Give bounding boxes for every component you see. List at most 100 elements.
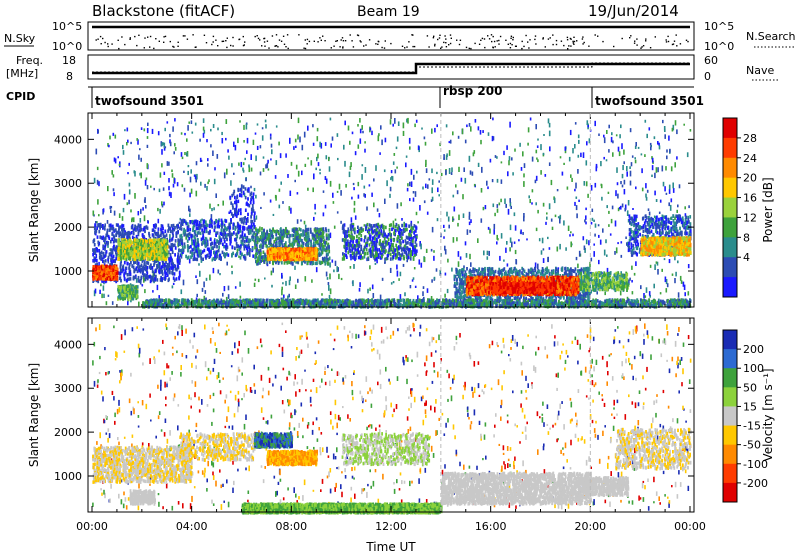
- echo-cell: [259, 252, 262, 256]
- echo-cell: [310, 239, 312, 244]
- sparse-return: [644, 119, 647, 123]
- sparse-return: [621, 173, 624, 179]
- sparse-return: [674, 216, 676, 220]
- sparse-return: [137, 211, 140, 216]
- sparse-return: [520, 167, 523, 171]
- echo-cell: [123, 273, 126, 278]
- echo-cell: [156, 265, 158, 270]
- sparse-return: [92, 210, 95, 216]
- sparse-return: [173, 178, 176, 184]
- echo-cell: [230, 218, 232, 222]
- noise-dot: [483, 38, 486, 40]
- echo-cell: [347, 243, 349, 247]
- sparse-return: [359, 250, 361, 256]
- sparse-return: [259, 171, 262, 176]
- sparse-return: [166, 121, 169, 124]
- sparse-return: [619, 206, 621, 210]
- echo-cell: [181, 248, 184, 252]
- echo-cell: [326, 248, 328, 252]
- echo-cell: [252, 235, 255, 240]
- sparse-return: [470, 126, 472, 132]
- sparse-return: [98, 214, 100, 217]
- sparse-return: [593, 243, 595, 246]
- echo-cell: [202, 230, 204, 235]
- echo-cell: [344, 243, 347, 248]
- echo-cell: [376, 231, 378, 235]
- echo-cell: [175, 277, 178, 281]
- echo-cell: [234, 195, 236, 200]
- echo-cell: [388, 231, 391, 236]
- echo-cell: [162, 234, 165, 239]
- echo-cell: [409, 257, 412, 261]
- echo-cell: [190, 234, 193, 239]
- sparse-return: [253, 282, 256, 287]
- echo-cell: [357, 250, 360, 255]
- echo-cell: [319, 231, 322, 235]
- sparse-return: [413, 267, 416, 270]
- noise-dot: [280, 40, 283, 42]
- sparse-return: [648, 211, 651, 216]
- echo-cell: [243, 247, 246, 251]
- noise-dot: [335, 40, 337, 42]
- echo-cell: [111, 259, 113, 264]
- echo-cell: [97, 223, 99, 227]
- sparse-return: [683, 284, 686, 290]
- echo-cell: [409, 242, 412, 246]
- sparse-return: [389, 119, 392, 125]
- sparse-return: [172, 126, 174, 132]
- sparse-return: [221, 138, 224, 144]
- noise-dot: [573, 43, 575, 45]
- sparse-return: [113, 210, 116, 216]
- sparse-return: [423, 257, 426, 263]
- echo-cell: [570, 267, 572, 271]
- echo-cell: [246, 227, 249, 231]
- sparse-return: [509, 247, 511, 252]
- echo-cell: [386, 254, 389, 258]
- echo-cell: [179, 253, 182, 257]
- sparse-return: [396, 203, 399, 209]
- noise-dot: [357, 34, 360, 37]
- sparse-return: [543, 134, 545, 136]
- sparse-return: [390, 170, 393, 174]
- sparse-return: [182, 279, 185, 286]
- echo-cell: [171, 229, 174, 234]
- sparse-return: [644, 295, 647, 298]
- echo-cell: [248, 239, 251, 243]
- echo-cell: [249, 225, 252, 229]
- echo-cell: [374, 257, 377, 261]
- echo-cell: [248, 250, 251, 254]
- sparse-return: [261, 127, 264, 130]
- sparse-return: [171, 169, 173, 173]
- sparse-return: [128, 162, 130, 166]
- echo-cell: [321, 250, 324, 255]
- echo-cell: [275, 232, 278, 237]
- echo-cell: [101, 236, 104, 241]
- sparse-return: [493, 229, 495, 235]
- echo-cell: [148, 233, 151, 238]
- sparse-return: [108, 144, 110, 148]
- echo-cell: [169, 229, 172, 234]
- sparse-return: [553, 197, 556, 204]
- noise-dot: [667, 35, 669, 38]
- echo-cell: [216, 245, 218, 249]
- echo-cell: [370, 249, 372, 254]
- echo-cell: [202, 223, 205, 228]
- echo-cell: [239, 208, 242, 212]
- echo-cell: [172, 276, 175, 280]
- sparse-return: [153, 187, 155, 191]
- sparse-return: [217, 127, 219, 131]
- echo-cell: [254, 245, 256, 250]
- echo-cell: [139, 279, 142, 283]
- sparse-return: [237, 137, 239, 144]
- echo-cell: [186, 256, 189, 260]
- sparse-return: [208, 179, 210, 183]
- sparse-return: [336, 190, 339, 193]
- noise-dot: [521, 47, 523, 50]
- echo-cell: [258, 251, 261, 255]
- sparse-return: [344, 160, 346, 167]
- sparse-return: [184, 152, 186, 156]
- noise-dot: [153, 47, 155, 50]
- echo-cell: [166, 237, 168, 242]
- sparse-return: [508, 160, 510, 166]
- noise-dot: [230, 44, 232, 47]
